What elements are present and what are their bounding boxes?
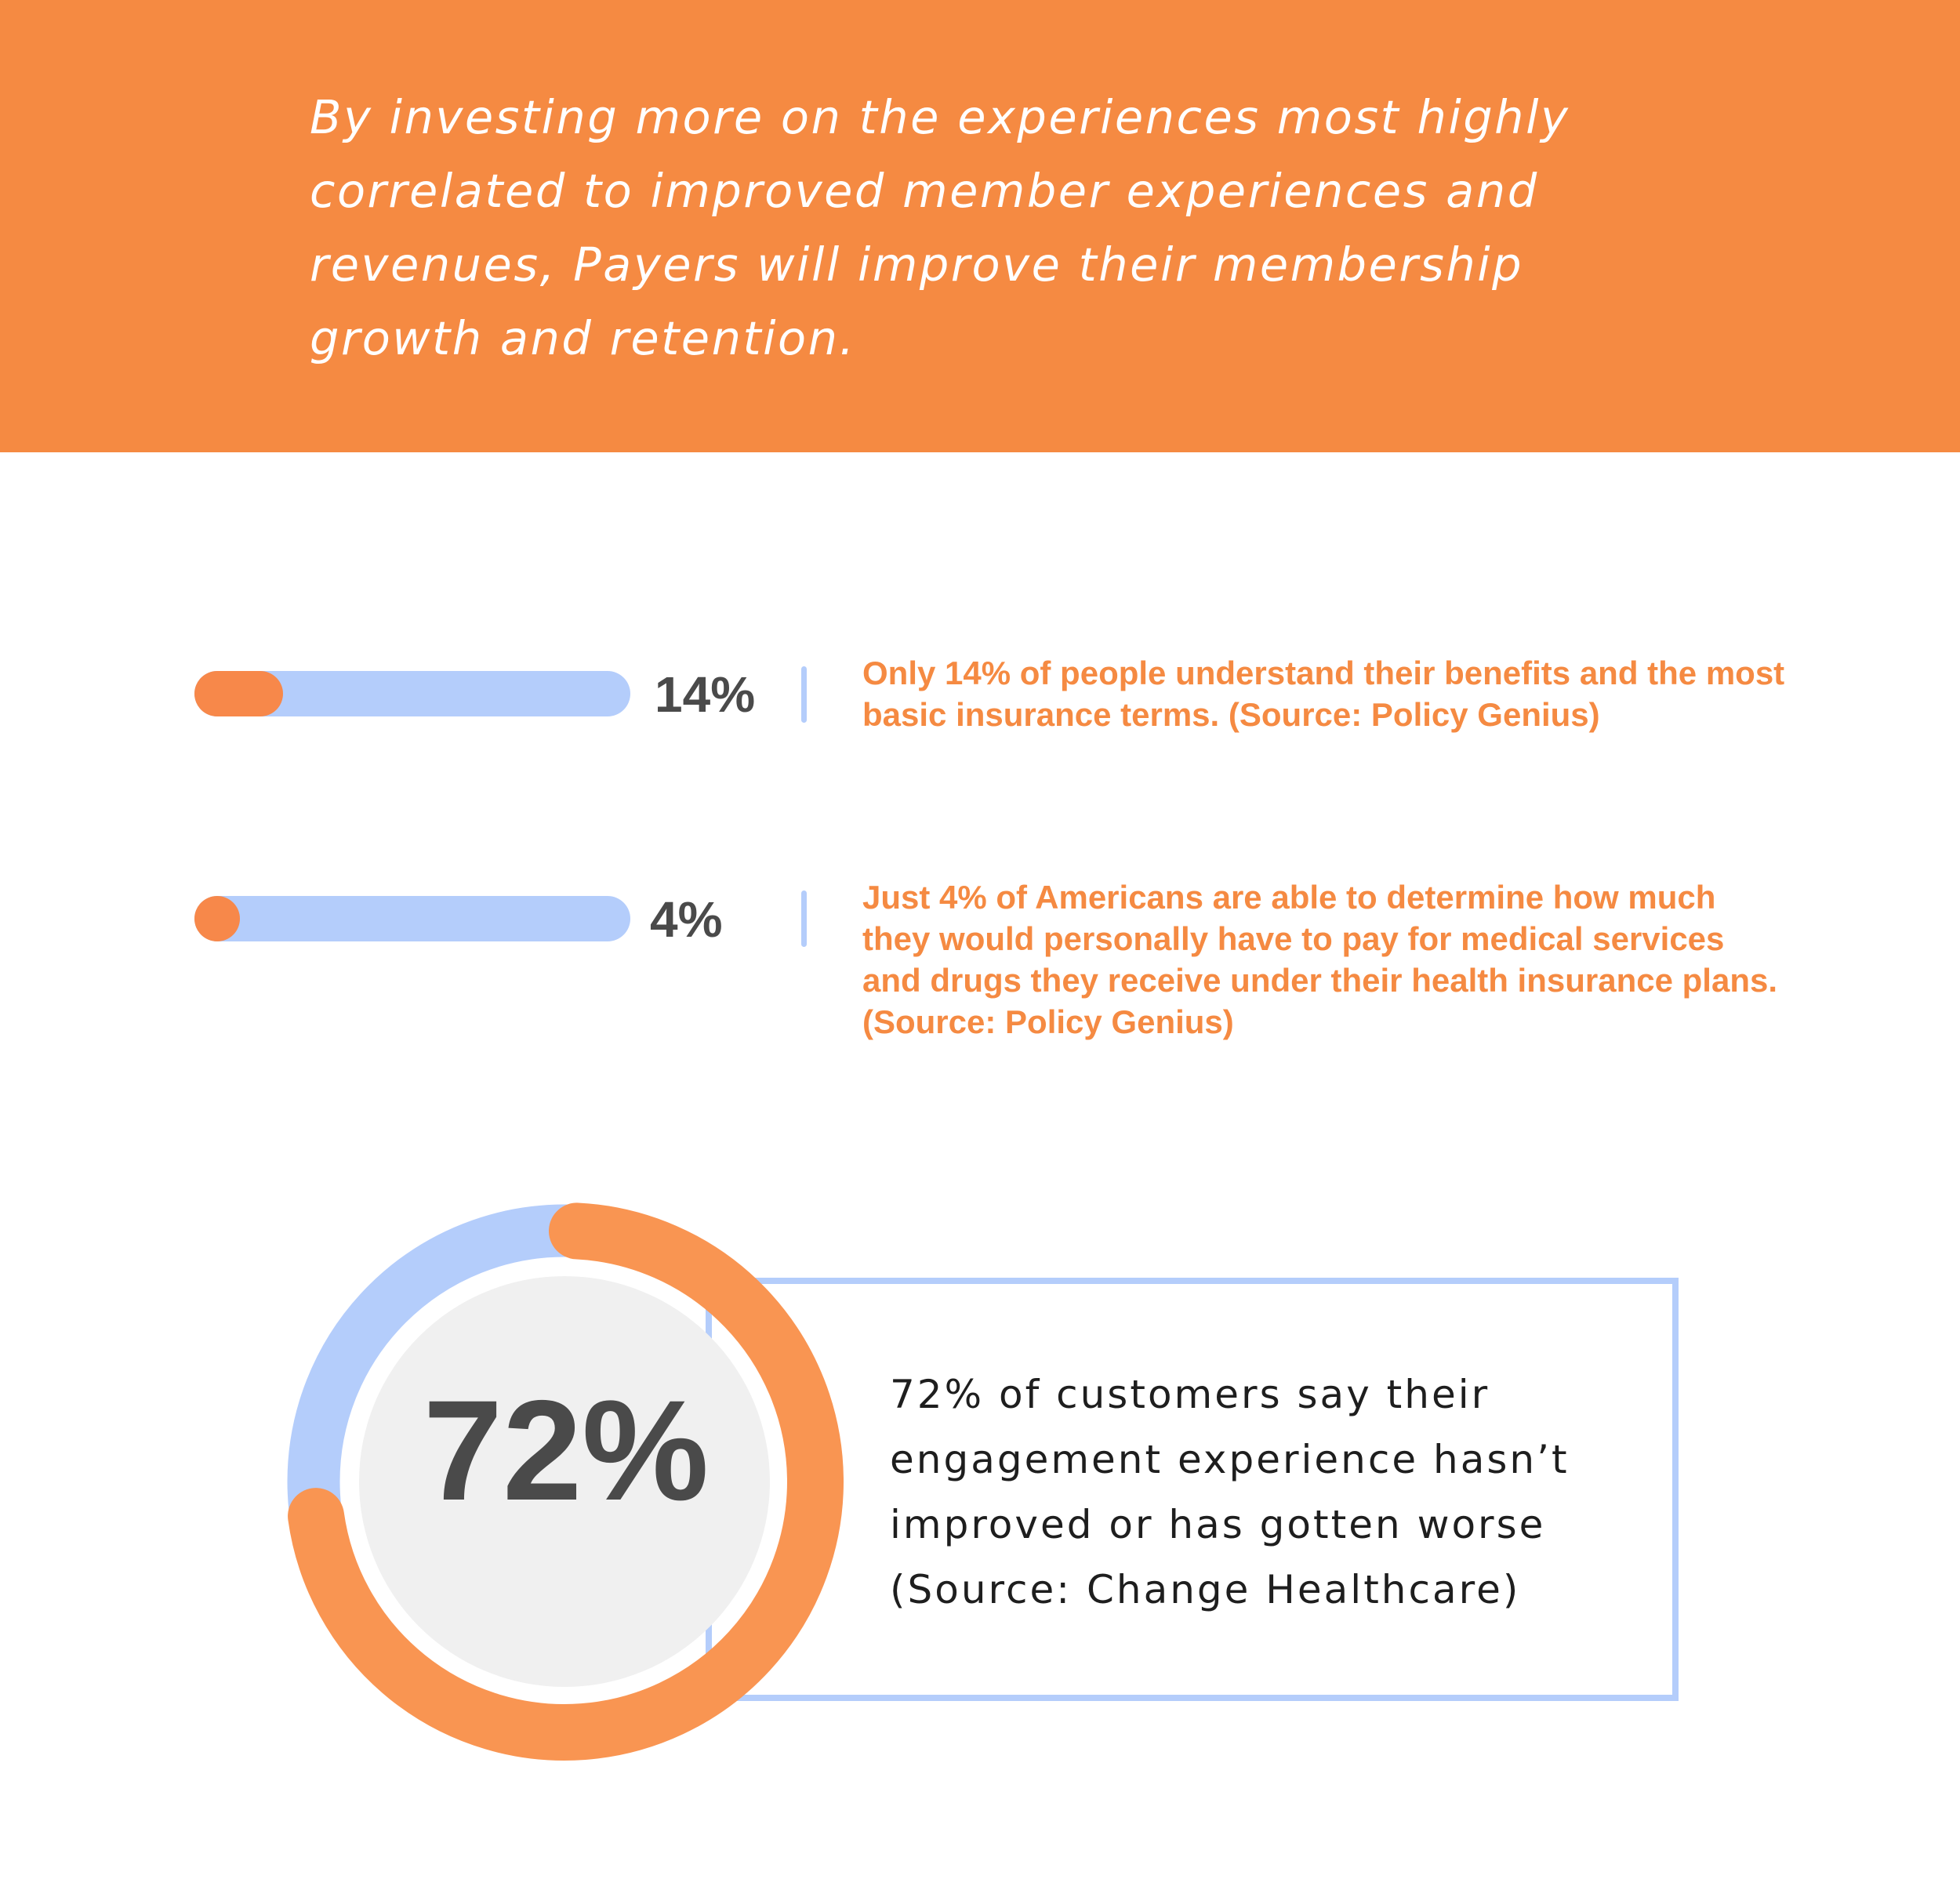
donut-stat-description: 72% of customers say their engagement ex… xyxy=(890,1372,1570,1612)
donut-arc-72 xyxy=(288,1202,844,1761)
divider-2 xyxy=(801,890,807,947)
bar-fill-2 xyxy=(194,896,240,941)
quote-banner: By investing more on the experiences mos… xyxy=(0,0,1960,452)
donut-center-label: 72% xyxy=(423,1370,710,1530)
stat-description-1: Only 14% of people understand their bene… xyxy=(862,655,1785,733)
stat-description-2: Just 4% of Americans are able to determi… xyxy=(862,879,1777,1040)
donut-chart xyxy=(287,1202,844,1761)
bar-track-2 xyxy=(194,896,630,941)
bar-value-label-1: 14% xyxy=(655,666,756,723)
bar-fill-1 xyxy=(194,671,283,716)
donut-inner-circle xyxy=(359,1276,770,1687)
divider-1 xyxy=(801,666,807,723)
banner-quote: By investing more on the experiences mos… xyxy=(310,90,1570,365)
bar-value-label-2: 4% xyxy=(650,891,723,948)
